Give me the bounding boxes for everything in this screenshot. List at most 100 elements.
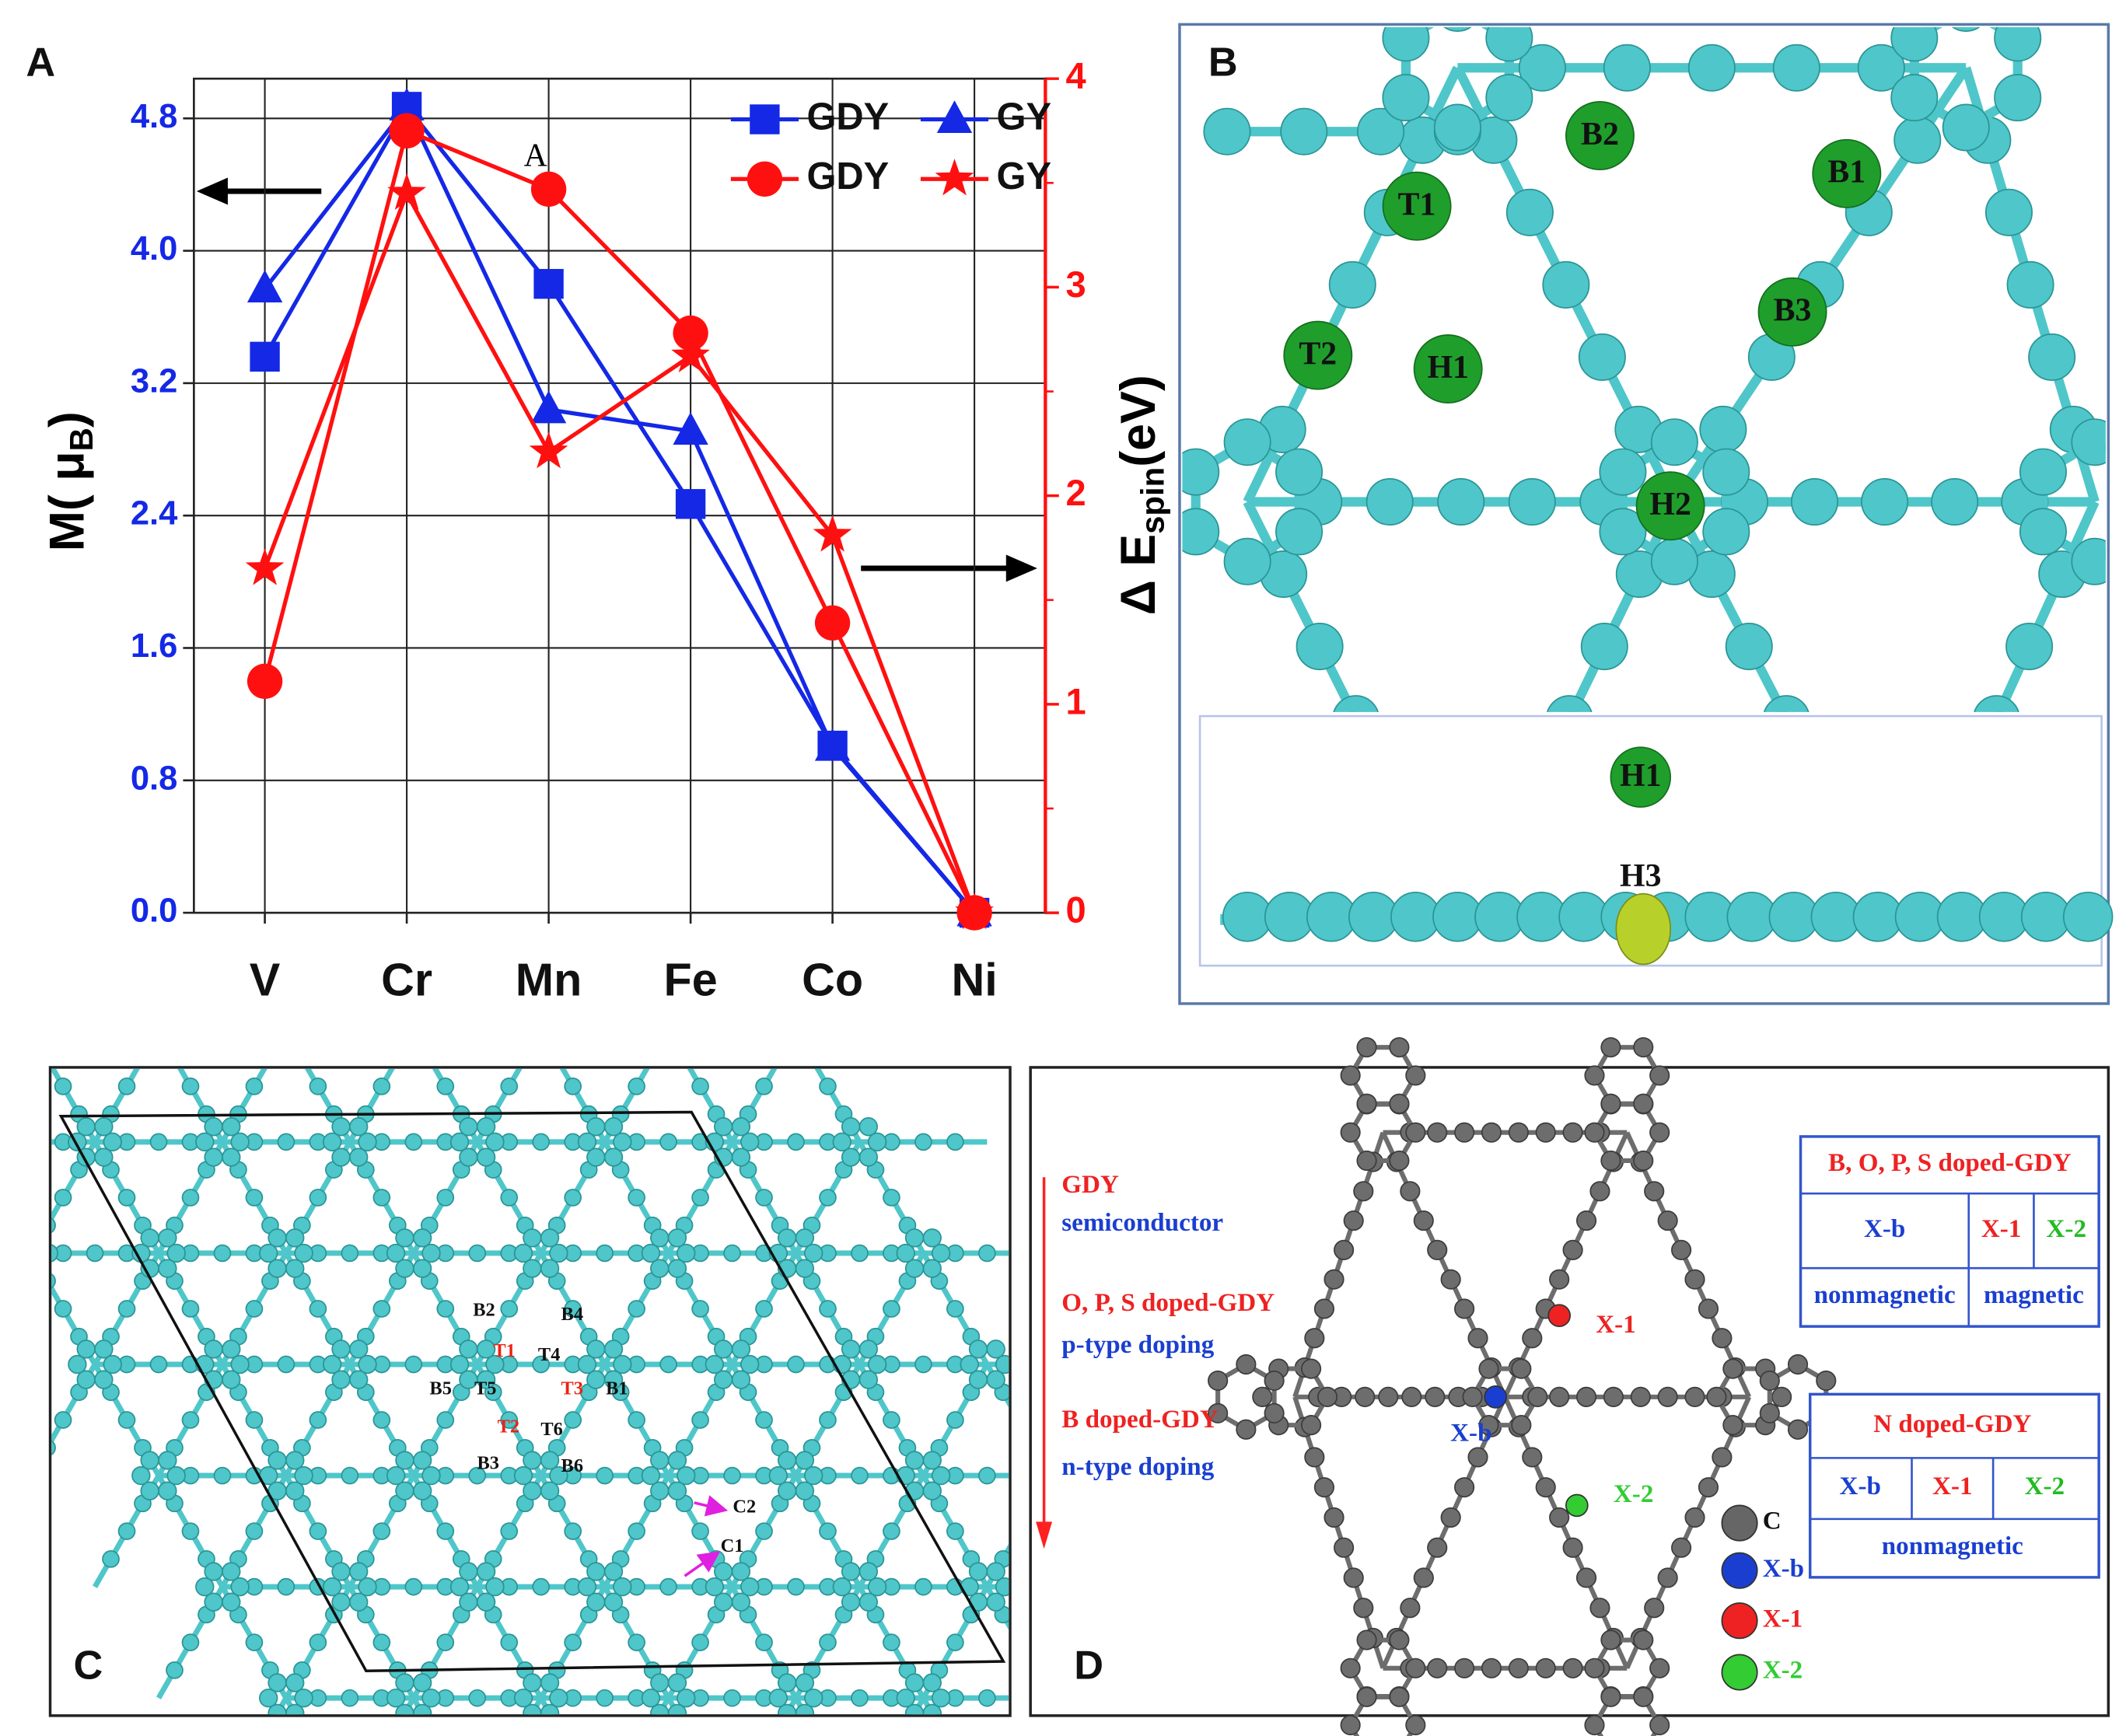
atom	[1275, 508, 1324, 556]
atom	[1378, 1386, 1399, 1407]
bond	[1060, 1698, 1068, 1713]
atom	[1425, 1386, 1446, 1407]
atom	[1427, 1239, 1448, 1260]
site-label: T1	[1398, 187, 1436, 223]
bond	[295, 1031, 303, 1046]
atom	[1317, 1386, 1338, 1407]
atom	[1687, 44, 1736, 92]
atom	[1951, 26, 1981, 32]
bond	[677, 1031, 686, 1046]
series-line	[263, 103, 977, 914]
atom-label: X-1	[1596, 1310, 1636, 1339]
annotation: A	[524, 138, 547, 174]
atom	[1478, 1415, 1499, 1436]
atom	[500, 1522, 519, 1540]
site-label: T6	[540, 1419, 562, 1440]
atom	[245, 1078, 264, 1095]
atom	[946, 1300, 964, 1318]
x-tick-label: Cr	[381, 953, 432, 1005]
atom	[778, 1037, 796, 1055]
atom	[412, 1673, 432, 1692]
atom	[1340, 1122, 1361, 1143]
atom	[832, 1577, 851, 1597]
atom	[914, 1133, 932, 1151]
atom	[1600, 1037, 1621, 1058]
atom	[613, 1132, 632, 1152]
y-label-part: B	[63, 428, 100, 451]
atom	[523, 1259, 542, 1278]
atom	[396, 1037, 414, 1055]
atom	[449, 1354, 470, 1374]
atom	[7, 1050, 23, 1067]
atom	[1178, 1704, 1196, 1722]
atom	[1721, 1602, 1758, 1640]
atom	[1603, 44, 1651, 92]
atom	[436, 1522, 455, 1540]
atom	[309, 1411, 327, 1429]
atom	[131, 1465, 151, 1486]
atom	[1441, 973, 1487, 1018]
atom	[1333, 695, 1379, 712]
atom	[181, 1189, 200, 1207]
atom	[1600, 1629, 1621, 1650]
atom	[1413, 1567, 1434, 1588]
atom	[532, 1577, 551, 1596]
atom	[731, 1370, 751, 1389]
atom	[245, 1300, 264, 1318]
atom	[1058, 1495, 1075, 1511]
atom	[564, 1300, 582, 1318]
atom	[1481, 1657, 1502, 1678]
atom	[1353, 1598, 1374, 1619]
series-line	[262, 127, 977, 914]
atom	[564, 1189, 582, 1207]
atom	[421, 1717, 438, 1734]
atom	[586, 1117, 606, 1137]
atom	[412, 1451, 432, 1470]
atom	[650, 1451, 670, 1470]
bond	[1033, 1460, 1042, 1476]
atom	[1649, 1657, 1670, 1678]
atom	[922, 1451, 942, 1470]
atom	[586, 1592, 606, 1612]
atom	[523, 1228, 542, 1248]
atom	[285, 1673, 305, 1692]
atom	[803, 1688, 823, 1708]
atom	[1599, 508, 1647, 556]
bond	[1380, 1395, 1508, 1670]
atom	[1343, 1210, 1364, 1231]
point	[671, 335, 710, 373]
atom	[1565, 100, 1635, 170]
atom	[650, 1703, 670, 1715]
y2-tick-label: 1	[1065, 680, 1086, 721]
atom	[978, 1466, 996, 1485]
atom	[267, 1703, 287, 1715]
atom	[13, 1007, 31, 1025]
bond	[0, 1142, 31, 1253]
atom	[386, 1688, 406, 1708]
atom	[777, 1228, 797, 1248]
atom	[731, 1117, 751, 1137]
atom	[1650, 418, 1698, 466]
atom	[796, 1037, 814, 1055]
site-label: B6	[561, 1455, 583, 1476]
bond	[1187, 1698, 1196, 1713]
atom	[922, 1673, 942, 1692]
atom	[1313, 1477, 1335, 1498]
atom	[540, 1228, 560, 1248]
atom	[851, 1244, 869, 1263]
atom	[1365, 477, 1414, 526]
atom	[0, 1301, 8, 1317]
atom	[181, 1633, 200, 1651]
y2-tick-label: 3	[1065, 264, 1086, 305]
atom	[723, 1689, 741, 1707]
atom	[1324, 1269, 1344, 1290]
bond	[268, 1031, 277, 1046]
atom	[645, 1717, 661, 1734]
atom	[1600, 1150, 1621, 1172]
atom	[1467, 1447, 1488, 1468]
atom	[586, 1370, 606, 1389]
atom	[412, 1703, 432, 1715]
atom	[166, 1050, 183, 1067]
table-frame	[1808, 1392, 2100, 1579]
atom	[1440, 1507, 1461, 1528]
